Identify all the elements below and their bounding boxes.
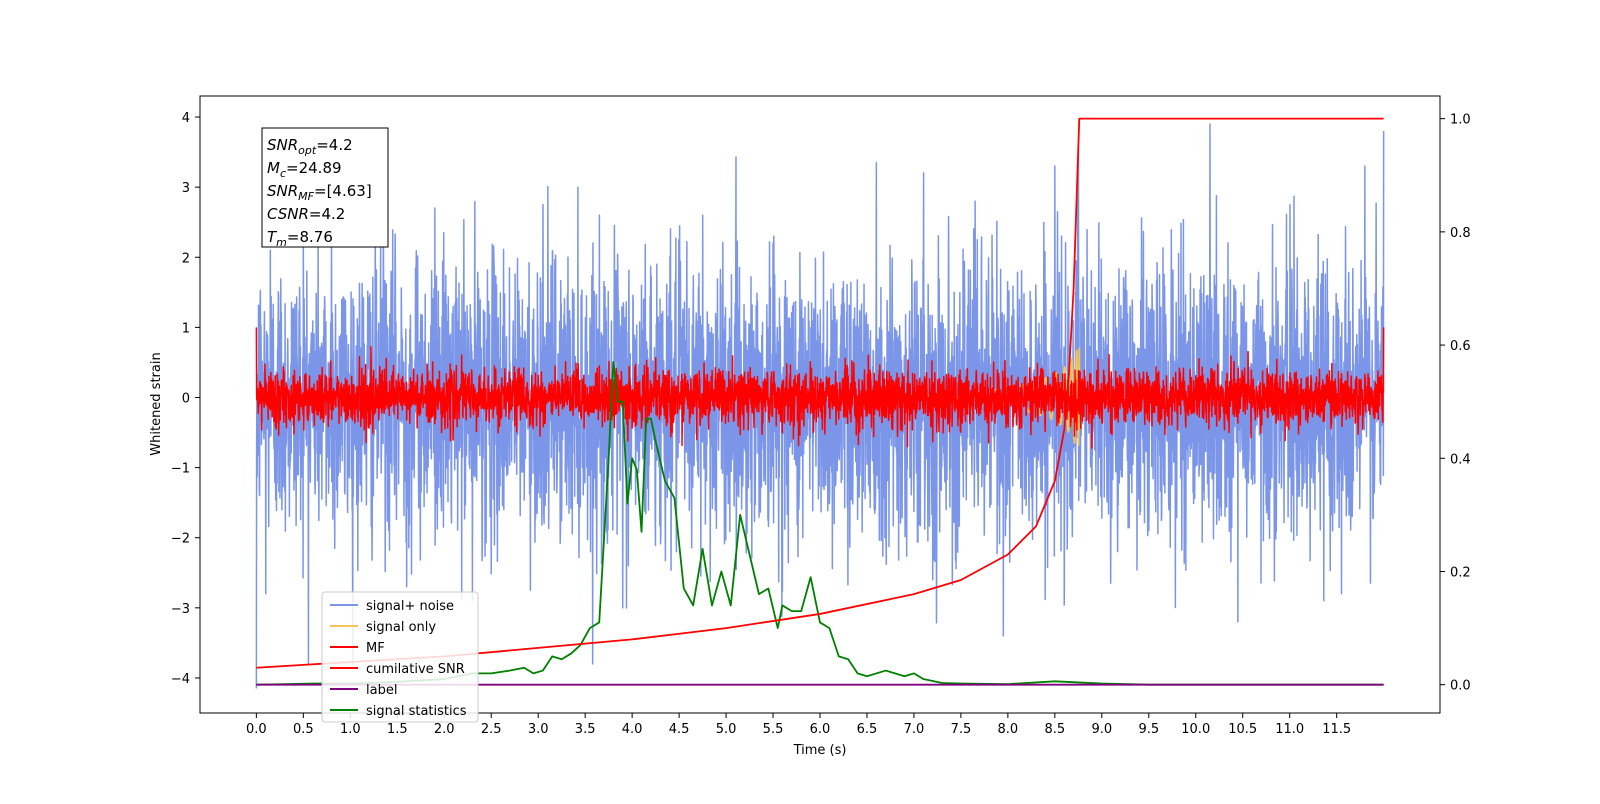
x-tick-label: 5.5 — [763, 722, 784, 737]
x-tick-label: 9.5 — [1138, 722, 1159, 737]
annotation-line: SNRMF=[4.63] — [267, 182, 372, 203]
y-axis-label: Whitened strain — [149, 352, 164, 455]
series-mf — [255, 327, 1385, 449]
annotation-symbol: CSNR — [267, 205, 309, 223]
annotation-symbol: T — [267, 228, 278, 246]
y2-tick-label: 0.8 — [1450, 226, 1471, 241]
y-tick-label: −4 — [171, 672, 190, 687]
y-tick-label: 3 — [182, 181, 190, 196]
y2-tick-label: 1.0 — [1450, 113, 1471, 128]
legend: signal+ noise signal only MF cumilative SNR… — [321, 591, 479, 723]
annotation-subscript: c — [280, 167, 286, 180]
x-tick-label: 6.5 — [857, 722, 878, 737]
annotation-line: CSNR=4.2 — [267, 205, 345, 223]
annotation-subscript: opt — [298, 144, 317, 157]
legend-label: label — [366, 683, 397, 698]
x-tick-label: 11.0 — [1275, 722, 1304, 737]
x-tick-label: 8.0 — [998, 722, 1019, 737]
legend-label: signal only — [366, 620, 436, 635]
annotation-line: SNRopt=4.2 — [267, 136, 353, 157]
x-tick-label: 4.5 — [669, 722, 690, 737]
x-tick-label: 2.5 — [481, 722, 502, 737]
x-tick-label: 3.0 — [528, 722, 549, 737]
annotation-subscript: MF — [298, 190, 314, 203]
x-tick-label: 8.5 — [1045, 722, 1066, 737]
y-tick-label: 2 — [182, 251, 190, 266]
legend-frame — [321, 591, 479, 723]
legend-label: cumilative SNR — [366, 662, 465, 677]
info-box-frame — [261, 127, 389, 248]
x-tick-label: 9.0 — [1091, 722, 1112, 737]
annotation-subscript: m — [276, 236, 287, 249]
x-tick-label: 5.0 — [716, 722, 737, 737]
annotation-value: =4.2 — [316, 136, 352, 154]
annotation-line: Tm=8.76 — [267, 228, 333, 249]
y-tick-label: −3 — [171, 602, 190, 617]
y-tick-label: −2 — [171, 532, 190, 547]
legend-label: signal statistics — [366, 704, 467, 719]
x-tick-label: 6.0 — [810, 722, 831, 737]
x-axis-ticks: 0.0 0.5 1.0 1.5 2.0 2.5 3.0 3.5 4.0 4.5 5.0 5.5 6.0 6… — [246, 713, 1351, 737]
y2-tick-label: 0.0 — [1450, 679, 1471, 694]
x-tick-label: 7.0 — [904, 722, 925, 737]
annotation-value: =4.2 — [309, 205, 345, 223]
x-tick-label: 7.5 — [951, 722, 972, 737]
series-cumilative-snr — [256, 117, 1384, 669]
x-tick-label: 0.0 — [246, 722, 267, 737]
annotation-value: =8.76 — [287, 228, 333, 246]
x-tick-label: 10.5 — [1228, 722, 1257, 737]
legend-label: MF — [366, 641, 385, 656]
x-tick-label: 1.0 — [340, 722, 361, 737]
x-tick-label: 2.0 — [434, 722, 455, 737]
x-tick-label: 11.5 — [1322, 722, 1351, 737]
y-tick-label: 0 — [182, 391, 190, 406]
annotation-line: Mc=24.89 — [267, 159, 342, 180]
y2-tick-label: 0.2 — [1450, 565, 1471, 580]
y2-axis-ticks: 1.0 0.8 0.6 0.4 0.2 0.0 — [1440, 113, 1471, 694]
x-tick-label: 1.5 — [387, 722, 408, 737]
y-tick-label: −1 — [171, 462, 190, 477]
annotation-symbol: SNR — [267, 182, 298, 200]
annotation-value: =[4.63] — [314, 182, 372, 200]
y-tick-label: 1 — [182, 321, 190, 336]
x-tick-label: 10.0 — [1181, 722, 1210, 737]
annotation-symbol: SNR — [267, 136, 298, 154]
y2-tick-label: 0.4 — [1450, 452, 1471, 467]
x-tick-label: 0.5 — [293, 722, 314, 737]
series-signal-statistics — [256, 361, 1384, 686]
y-axis-ticks: 4 3 2 1 0 −1 −2 −3 −4 — [171, 111, 200, 687]
info-box: SNRopt=4.2Mc=24.89SNRMF=[4.63]CSNR=4.2Tm… — [261, 127, 389, 249]
x-tick-label: 3.5 — [575, 722, 596, 737]
annotation-symbol: M — [267, 159, 280, 177]
legend-label: signal+ noise — [366, 599, 454, 614]
x-axis-label: Time (s) — [793, 743, 847, 758]
annotation-value: =24.89 — [286, 159, 342, 177]
y2-tick-label: 0.6 — [1450, 339, 1471, 354]
y-tick-label: 4 — [182, 111, 190, 126]
x-tick-label: 4.0 — [622, 722, 643, 737]
